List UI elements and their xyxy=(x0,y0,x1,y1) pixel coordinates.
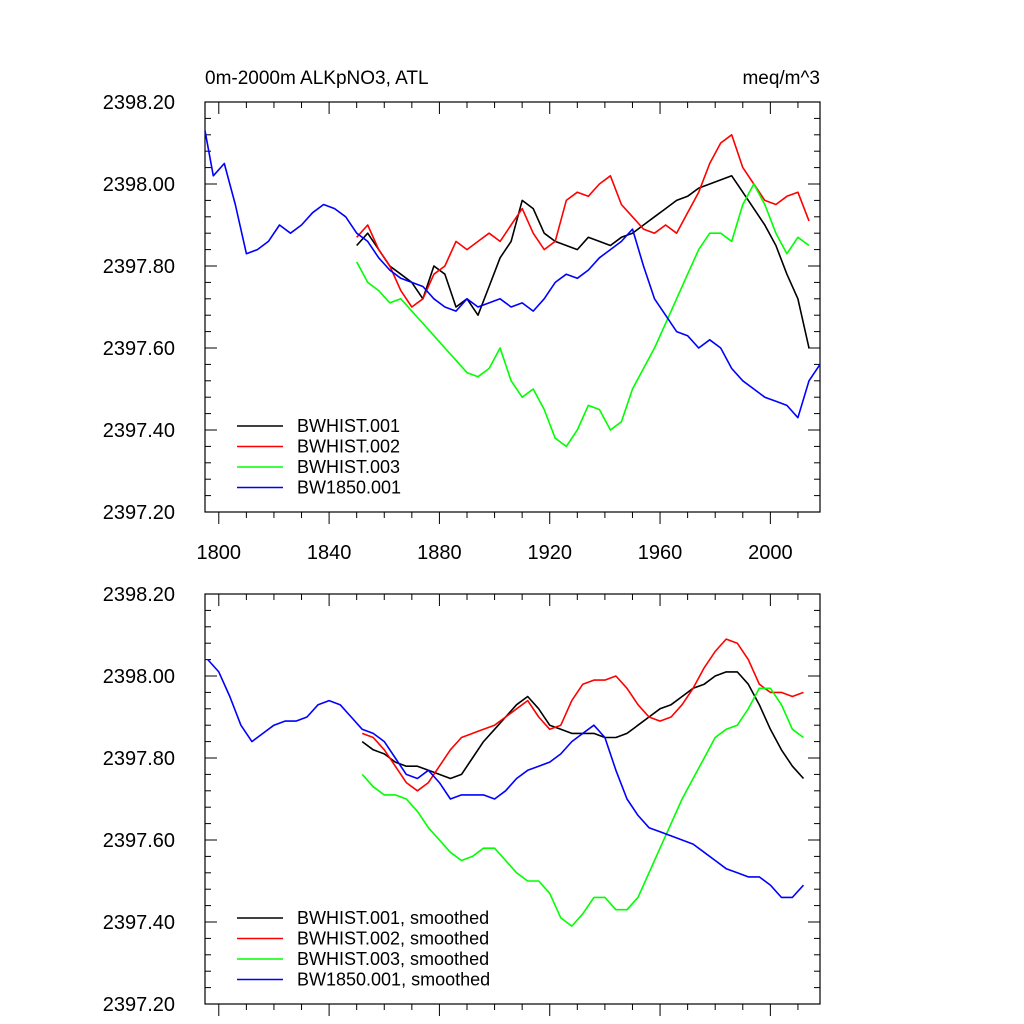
legend-label: BWHIST.002 xyxy=(297,437,400,457)
legend-label: BWHIST.002, smoothed xyxy=(297,929,489,949)
series-line xyxy=(207,659,805,899)
x-tick-label: 2000 xyxy=(748,542,793,564)
plot-frame xyxy=(204,101,821,513)
series-line xyxy=(361,638,804,792)
y-tick-label: 2397.20 xyxy=(103,502,175,524)
plot-frame xyxy=(204,593,821,1005)
x-tick-label: 1920 xyxy=(527,542,572,564)
series-line xyxy=(361,687,804,927)
x-tick-label: 1960 xyxy=(638,542,683,564)
y-tick-label: 2397.80 xyxy=(103,256,175,278)
x-tick-label: 1840 xyxy=(307,542,352,564)
y-tick-label: 2398.20 xyxy=(103,92,175,114)
bottom-panel: 2397.20 2397.40 2397.60 2397.80 2398.00 2398.… xyxy=(103,584,821,1016)
chart-title: 0m-2000m ALKpNO3, ATL xyxy=(205,68,429,89)
series-line xyxy=(356,175,810,349)
y-tick-label: 2398.00 xyxy=(103,174,175,196)
y-tick-label: 2398.20 xyxy=(103,584,175,606)
series-line xyxy=(356,134,810,308)
y-tick-label: 2397.40 xyxy=(103,912,175,934)
legend-label: BWHIST.003 xyxy=(297,457,400,477)
series-line xyxy=(204,130,821,419)
units-label: meq/m^3 xyxy=(742,68,820,89)
legend-label: BW1850.001, smoothed xyxy=(297,970,490,990)
y-tick-label: 2397.60 xyxy=(103,338,175,360)
x-tick-label: 1800 xyxy=(197,542,242,564)
top-panel: 2397.20 2397.40 2397.60 2397.80 2398.00 2398.… xyxy=(103,68,821,564)
y-tick-label: 2397.60 xyxy=(103,830,175,852)
legend-label: BWHIST.001 xyxy=(297,416,400,436)
y-tick-label: 2397.80 xyxy=(103,748,175,770)
y-tick-label: 2398.00 xyxy=(103,666,175,688)
y-tick-label: 2397.20 xyxy=(103,994,175,1016)
series-line xyxy=(355,183,810,448)
legend-label: BWHIST.001, smoothed xyxy=(297,908,489,928)
x-tick-label: 1880 xyxy=(417,542,462,564)
legend-label: BW1850.001 xyxy=(297,478,401,498)
legend-label: BWHIST.003, smoothed xyxy=(297,949,489,969)
y-tick-label: 2397.40 xyxy=(103,420,175,442)
